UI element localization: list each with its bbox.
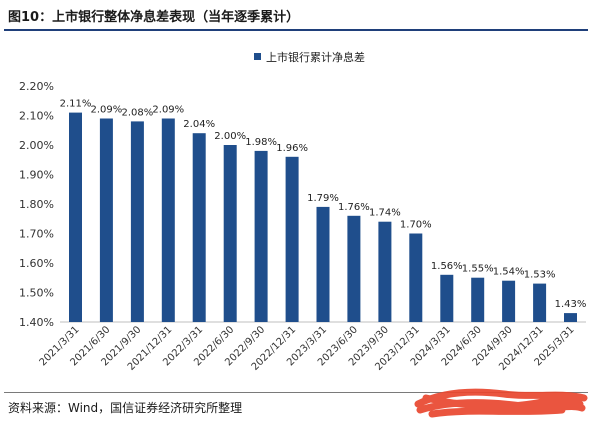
y-tick-label: 2.00% — [19, 139, 54, 152]
data-label: 1.53% — [524, 270, 556, 281]
legend: 上市银行累计净息差 — [254, 50, 365, 64]
bar — [99, 118, 113, 322]
data-label: 1.74% — [369, 208, 401, 219]
data-label: 1.54% — [493, 267, 525, 278]
bar — [378, 221, 392, 322]
bar — [347, 215, 361, 322]
y-tick-label: 1.60% — [19, 257, 54, 270]
data-label: 1.76% — [338, 202, 370, 213]
y-axis: 1.40% 1.50% 1.60% 1.70% 1.80% 1.90% 2.00% 2.10%… — [19, 80, 586, 329]
y-tick-label: 2.20% — [19, 80, 54, 93]
data-label: 1.98% — [245, 137, 277, 148]
data-label: 2.09% — [91, 105, 123, 116]
data-label: 2.09% — [152, 105, 184, 116]
data-labels: 2.11%2.09% 2.08% 2.09%2.04%2.00%1.98%1.96%… — [60, 99, 587, 311]
data-label: 2.04% — [183, 119, 215, 130]
data-label: 1.56% — [431, 261, 463, 272]
y-tick-label: 1.80% — [19, 198, 54, 211]
bar — [564, 313, 577, 322]
data-label: 1.96% — [276, 143, 308, 154]
data-label: 1.43% — [555, 299, 587, 310]
data-label: 1.70% — [400, 220, 432, 231]
bar — [130, 121, 144, 323]
title-rule — [4, 29, 588, 31]
bar — [69, 112, 82, 322]
bar — [223, 145, 237, 322]
y-tick-label: 2.10% — [19, 110, 54, 123]
data-label: 1.55% — [462, 264, 494, 275]
y-tick-label: 1.90% — [19, 169, 54, 182]
bar — [285, 156, 299, 322]
bars — [69, 112, 577, 323]
bar — [254, 150, 268, 322]
y-tick-label: 1.50% — [19, 287, 54, 300]
bar — [316, 206, 330, 322]
data-label: 2.11% — [60, 99, 92, 110]
data-label: 1.79% — [307, 193, 339, 204]
bar — [409, 233, 423, 322]
data-label: 2.00% — [214, 131, 246, 142]
bar — [471, 277, 485, 322]
redaction-scribble — [414, 388, 588, 418]
x-axis: 2021/3/312021/6/302021/9/302021/12/31202… — [38, 324, 577, 373]
bar — [192, 133, 206, 322]
bar — [502, 280, 516, 322]
figure-title: 图10：上市银行整体净息差表现（当年逐季累计） — [8, 10, 300, 25]
y-tick-label: 1.40% — [19, 316, 54, 329]
bar — [440, 274, 454, 322]
source-rule — [4, 392, 588, 393]
source-note: 资料来源：Wind，国信证券经济研究所整理 — [8, 401, 243, 415]
legend-label: 上市银行累计净息差 — [266, 50, 365, 64]
data-label: 2.08% — [122, 107, 154, 118]
y-tick-label: 1.70% — [19, 228, 54, 241]
legend-swatch — [254, 53, 261, 60]
bar — [161, 118, 175, 322]
bar — [533, 283, 547, 322]
bar-chart: 上市银行累计净息差 1.40% 1.50% 1.60% 1.70% 1.80% 1.90%… — [19, 50, 587, 373]
